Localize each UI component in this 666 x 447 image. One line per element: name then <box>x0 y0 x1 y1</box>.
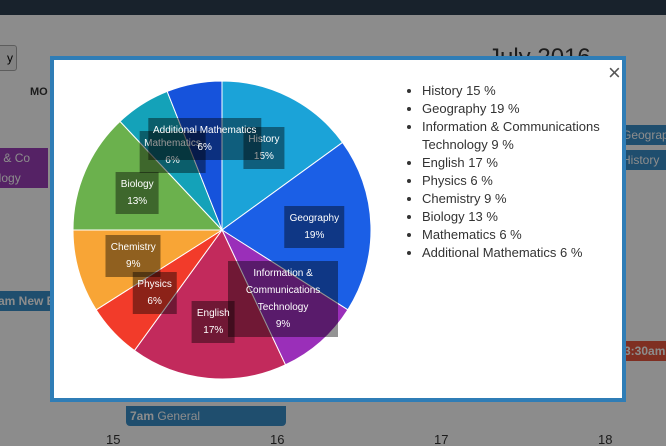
event[interactable]: History <box>618 150 666 170</box>
slice-label: Physics 6% <box>132 272 177 315</box>
legend-value: 13 % <box>468 209 498 224</box>
slice-value: 17% <box>203 324 224 336</box>
pie-slice <box>221 80 344 231</box>
modal: × History 15 %Geography 19 %Information … <box>50 56 626 402</box>
legend-name: Geography <box>422 101 487 116</box>
slice-label: Additional Mathematics 6% <box>147 118 262 161</box>
slice-label: English 17% <box>191 300 235 343</box>
slice-name: Biology <box>120 179 154 191</box>
slice-value: 19% <box>304 230 325 242</box>
slice-label: History 15% <box>243 126 285 169</box>
slice-value: 15% <box>253 150 274 162</box>
top-bar <box>0 0 666 15</box>
legend-item: Chemistry 9 % <box>422 190 622 208</box>
legend-value: 19 % <box>489 101 520 116</box>
legend-item: History 15 % <box>422 82 622 100</box>
slice-value: 6% <box>147 296 162 308</box>
legend-name: History <box>422 83 463 98</box>
legend-value: 9 % <box>491 137 514 152</box>
pie-slice <box>166 80 223 231</box>
event[interactable]: ation & Co <box>0 148 48 168</box>
button[interactable]: y <box>0 45 17 71</box>
day-number: 18 <box>598 432 613 447</box>
slice-name: Chemistry <box>110 241 156 253</box>
slice-label: Chemistry 9% <box>105 234 161 277</box>
legend-item: Physics 6 % <box>422 172 622 190</box>
day-number: 17 <box>434 432 449 447</box>
slice-value: 9% <box>126 258 141 270</box>
slice-value: 6% <box>197 142 212 154</box>
event[interactable]: am New Eve <box>0 291 62 311</box>
legend-value: 15 % <box>466 83 496 98</box>
slice-name: Geography <box>289 213 340 225</box>
legend-value: 17 % <box>468 155 498 170</box>
event[interactable]: ology <box>0 168 48 188</box>
slice-name: History <box>248 133 280 145</box>
legend: History 15 %Geography 19 %Information & … <box>404 82 622 262</box>
slice-label: Biology 13% <box>115 172 159 215</box>
slice-label: Information & Communications Technology 9… <box>228 261 339 338</box>
legend-name: Biology <box>422 209 465 224</box>
legend-value: 6 % <box>560 245 583 260</box>
legend-value: 6 % <box>470 173 493 188</box>
event[interactable]: 7am General <box>126 406 286 426</box>
slice-value: 13% <box>127 196 148 208</box>
day-number: 16 <box>270 432 285 447</box>
event[interactable]: Geograph <box>618 125 666 145</box>
legend-name: Chemistry <box>422 191 481 206</box>
legend-name: Additional Mathematics <box>422 245 557 260</box>
legend-item: Mathematics 6 % <box>422 226 622 244</box>
legend-name: Physics <box>422 173 467 188</box>
day-number: 15 <box>106 432 121 447</box>
pie-slice <box>133 229 287 380</box>
slice-name: Information & Communications Technology <box>245 268 321 314</box>
slice-name: Additional Mathematics <box>152 125 257 137</box>
weekday: MO <box>30 86 48 98</box>
legend-item: English 17 % <box>422 154 622 172</box>
slice-value: 6% <box>165 155 180 166</box>
legend-item: Additional Mathematics 6 % <box>422 244 622 262</box>
legend-name: Information & Communications Technology <box>422 119 600 152</box>
event-time: 7am <box>130 409 155 423</box>
pie-slice <box>221 141 372 311</box>
legend-item: Biology 13 % <box>422 208 622 226</box>
legend-value: 9 % <box>484 191 507 206</box>
pie-slice <box>72 120 224 231</box>
slice-name: English <box>196 307 230 319</box>
pie-slice <box>72 229 224 311</box>
pie-slice <box>220 228 349 366</box>
slice-name: Mathematics <box>144 138 201 149</box>
event[interactable]: 3:30am <box>620 341 666 361</box>
legend-name: English <box>422 155 465 170</box>
slice-value: 9% <box>275 319 291 331</box>
slice-label: Geography 19% <box>284 206 345 249</box>
slice-name: Physics <box>137 279 172 291</box>
legend-item: Information & Communications Technology … <box>422 118 622 154</box>
legend-item: Geography 19 % <box>422 100 622 118</box>
pie-chart <box>72 80 372 380</box>
close-button[interactable]: × <box>608 60 621 85</box>
event-title: General <box>157 409 201 423</box>
slice-label: Mathematics 6% <box>139 131 206 173</box>
legend-name: Mathematics <box>422 227 496 242</box>
legend-value: 6 % <box>499 227 522 242</box>
